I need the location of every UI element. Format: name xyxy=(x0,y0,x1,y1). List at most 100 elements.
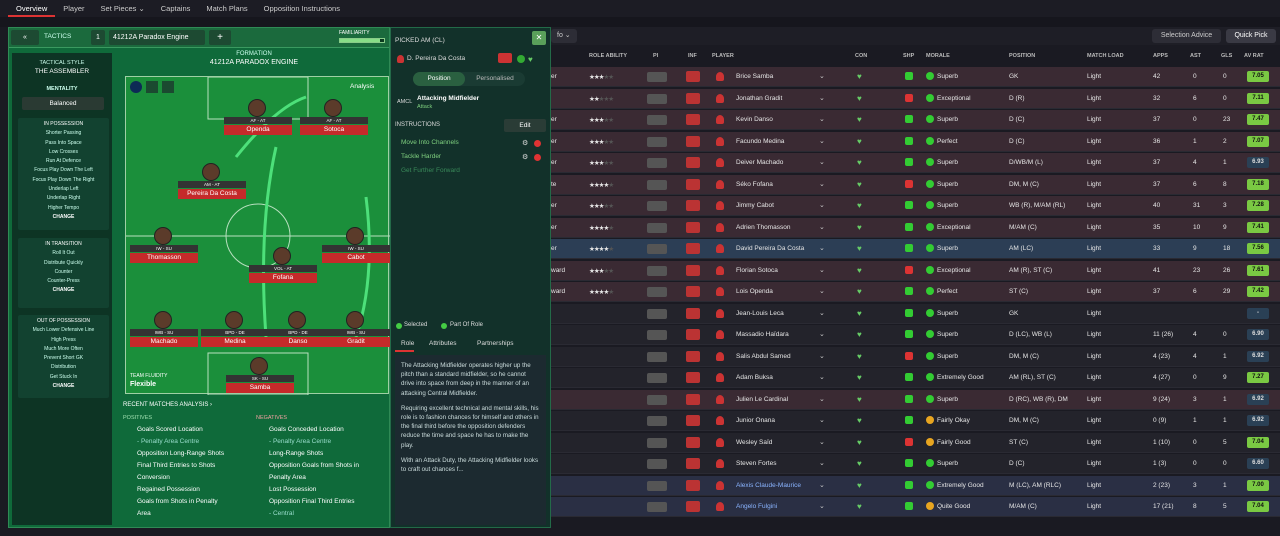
chevron-down-icon[interactable]: ⌄ xyxy=(819,481,825,489)
chevron-down-icon[interactable]: ⌄ xyxy=(819,245,825,252)
tactics-tab[interactable]: TACTICS xyxy=(44,33,72,40)
pitch-player[interactable]: BPD - DE Danso xyxy=(264,311,332,347)
tab-attributes[interactable]: Attributes xyxy=(429,340,457,347)
tab-partnerships[interactable]: Partnerships xyxy=(477,340,514,347)
col-match-load[interactable]: MATCH LOAD xyxy=(1087,53,1124,59)
col-av-rat[interactable]: AV RAT xyxy=(1244,53,1264,59)
quick-pick-button[interactable]: Quick Pick xyxy=(1226,29,1276,43)
mentality-dropdown[interactable]: Balanced xyxy=(22,97,104,110)
role-dropdown[interactable]: Attacking Midfielder xyxy=(417,95,480,102)
pitch-player[interactable]: VOL - AT Fofana xyxy=(249,247,317,283)
player-name[interactable]: Florian Sotoca xyxy=(736,266,778,274)
close-icon[interactable]: ✕ xyxy=(532,31,546,45)
remove-instruction-icon[interactable] xyxy=(534,140,541,147)
tab-player[interactable]: Player xyxy=(63,4,85,13)
pi-icon[interactable] xyxy=(647,308,667,319)
pi-icon[interactable] xyxy=(647,330,667,340)
chevron-down-icon[interactable]: ⌄ xyxy=(819,288,825,295)
change-out-possession-button[interactable]: CHANGE xyxy=(52,383,75,390)
table-row[interactable]: Alexis Claude-Maurice ⌄ ♥ Extremely Good M (… xyxy=(551,475,1280,496)
pi-icon[interactable] xyxy=(647,158,667,168)
pi-icon[interactable] xyxy=(647,394,667,405)
chevron-down-icon[interactable]: ⌄ xyxy=(819,223,825,231)
change-in-transition-button[interactable]: CHANGE xyxy=(52,287,75,294)
table-row[interactable]: Jean-Louis Leca ⌄ ♥ Superb GK Light - xyxy=(551,303,1280,324)
pitch-player[interactable]: AF - AT Openda xyxy=(224,99,292,135)
player-name[interactable]: Facundo Medina xyxy=(736,137,785,145)
table-row[interactable]: Angelo Fulgini ⌄ ♥ Quite Good M/AM (C) Light 1… xyxy=(551,497,1280,517)
table-row[interactable]: Junior Onana ⌄ ♥ Fairly Okay DM, M (C) Light 0… xyxy=(551,411,1280,431)
table-row[interactable]: er ★★★★★ Deiver Machado ⌄ ♥ Superb D/WB/M (L) L… xyxy=(551,153,1280,173)
back-button[interactable]: « xyxy=(11,30,39,45)
stats-icon[interactable] xyxy=(146,81,158,93)
player-name[interactable]: Junior Onana xyxy=(736,417,776,424)
chevron-down-icon[interactable]: ⌄ xyxy=(819,266,825,274)
player-name[interactable]: Jonathan Gradit xyxy=(736,94,783,102)
table-row[interactable]: er ★★★★★ Kevin Danso ⌄ ♥ Superb D (C) Light 37 0 2… xyxy=(551,110,1280,130)
chevron-down-icon[interactable]: ⌄ xyxy=(819,73,825,80)
remove-instruction-icon[interactable] xyxy=(534,154,541,161)
pi-icon[interactable] xyxy=(647,459,667,469)
chevron-down-icon[interactable]: ⌄ xyxy=(819,374,825,381)
table-row[interactable]: Steven Fortes ⌄ ♥ Superb D (C) Light 1 (3) 0 0 6.… xyxy=(551,454,1280,474)
player-name[interactable]: Kevin Danso xyxy=(736,116,773,123)
table-row[interactable]: Massadio Haïdara ⌄ ♥ Superb D (LC), WB (L) Li… xyxy=(551,325,1280,345)
pi-icon[interactable] xyxy=(647,115,667,125)
pitch-player-name[interactable]: Fofana xyxy=(249,273,317,283)
tab-captains[interactable]: Captains xyxy=(160,4,191,13)
picked-player-name[interactable]: D. Pereira Da Costa xyxy=(407,55,466,62)
tactic-slot[interactable]: 1 xyxy=(91,30,105,45)
edit-instructions-button[interactable]: Edit xyxy=(504,119,546,132)
table-row[interactable]: er ★★★★★ David Pereira Da Costa ⌄ ♥ Superb AM … xyxy=(551,239,1280,259)
pitch-player-name[interactable]: Gradit xyxy=(322,337,390,347)
pitch-player-name[interactable]: Machado xyxy=(130,337,198,347)
player-name[interactable]: Alexis Claude-Maurice xyxy=(736,481,802,489)
pitch-player[interactable]: AM - AT Pereira Da Costa xyxy=(178,163,246,199)
pitch-player-name[interactable]: Cabot xyxy=(322,253,390,263)
col-ast[interactable]: AST xyxy=(1190,53,1201,59)
pi-icon[interactable] xyxy=(647,179,667,190)
formation-dropdown[interactable]: 41212A PARADOX ENGINE xyxy=(209,59,299,66)
player-name[interactable]: Adrien Thomasson xyxy=(736,223,791,231)
table-row[interactable]: ward ★★★★★ Florian Sotoca ⌄ ♥ Exceptional AM (… xyxy=(551,260,1280,281)
chevron-down-icon[interactable]: ⌄ xyxy=(819,395,825,403)
player-name[interactable]: Deiver Machado xyxy=(736,159,784,166)
tab-set-pieces[interactable]: Set Pieces ⌄ xyxy=(100,4,145,13)
chevron-down-icon[interactable]: ⌄ xyxy=(819,94,825,102)
gear-icon[interactable]: ⚙ xyxy=(522,154,529,161)
pi-icon[interactable] xyxy=(647,265,667,276)
player-name[interactable]: Wesley Saïd xyxy=(736,438,773,446)
chevron-down-icon[interactable]: ⌄ xyxy=(819,180,825,188)
pi-icon[interactable] xyxy=(647,502,667,512)
pitch-player[interactable]: IW - SU Thomasson xyxy=(130,227,198,263)
instructions-icon[interactable] xyxy=(162,81,174,93)
chevron-down-icon[interactable]: ⌄ xyxy=(819,116,825,123)
col-morale[interactable]: MORALE xyxy=(926,53,950,59)
tactic-name-dropdown[interactable]: 41212A Paradox Engine xyxy=(109,30,205,45)
pitch-player-name[interactable]: Samba xyxy=(226,383,294,393)
info-dropdown[interactable]: fo ⌄ xyxy=(551,29,577,43)
pi-icon[interactable] xyxy=(647,351,667,362)
table-row[interactable]: Julien Le Cardinal ⌄ ♥ Superb D (RC), WB (R)… xyxy=(551,389,1280,410)
chevron-down-icon[interactable]: ⌄ xyxy=(819,503,825,510)
col-pi[interactable]: PI xyxy=(653,53,659,59)
pitch-player[interactable]: IWB - SU Machado xyxy=(130,311,198,347)
pitch-player[interactable]: BPD - DE Medina xyxy=(201,311,269,347)
table-row[interactable]: er ★★★★★ Brice Samba ⌄ ♥ Superb GK Light 42 0 0 7.0… xyxy=(551,67,1280,87)
player-name[interactable]: Jean-Louis Leca xyxy=(736,309,784,317)
tab-role[interactable]: Role xyxy=(401,340,415,347)
pi-icon[interactable] xyxy=(647,373,667,383)
table-row[interactable]: er ★★★★★ Adrien Thomasson ⌄ ♥ Exceptional M/AM… xyxy=(551,217,1280,238)
pitch[interactable]: Analysis AF - AT Openda AF - AT Sotoca AM - … xyxy=(125,76,390,395)
pi-icon[interactable] xyxy=(647,480,667,491)
pitch-player[interactable]: IW - SU Cabot xyxy=(322,227,390,263)
pitch-player[interactable]: SK - SU Samba xyxy=(226,357,294,393)
download-icon[interactable] xyxy=(130,81,142,93)
instruction-item[interactable]: Get Further Forward xyxy=(401,167,460,174)
chevron-down-icon[interactable]: ⌄ xyxy=(819,202,825,209)
chevron-down-icon[interactable]: ⌄ xyxy=(819,309,825,317)
col-role-ability[interactable]: ROLE ABILITY xyxy=(589,53,627,59)
col-apps[interactable]: APPS xyxy=(1153,53,1168,59)
chevron-down-icon[interactable]: ⌄ xyxy=(819,331,825,338)
pitch-player[interactable]: IWB - SU Gradit xyxy=(322,311,390,347)
